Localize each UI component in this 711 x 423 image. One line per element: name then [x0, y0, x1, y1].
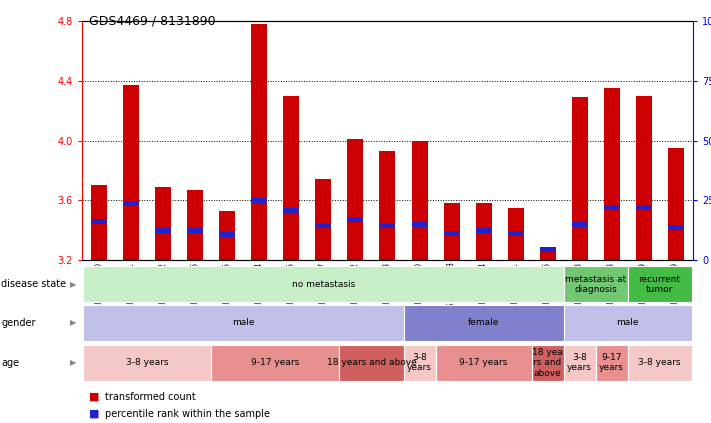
Bar [604, 88, 619, 260]
Text: metastasis at
diagnosis: metastasis at diagnosis [565, 275, 626, 294]
Bar [92, 219, 107, 224]
Bar [156, 228, 171, 233]
Bar [508, 208, 523, 260]
Bar [668, 225, 683, 230]
Text: male: male [616, 318, 639, 327]
Bar [348, 139, 363, 260]
Bar [636, 205, 651, 211]
Bar [636, 96, 651, 260]
Bar [220, 211, 235, 260]
Text: no metastasis: no metastasis [292, 280, 355, 289]
Bar [188, 228, 203, 233]
Text: female: female [468, 318, 499, 327]
Text: 3-8 years: 3-8 years [638, 358, 681, 367]
Bar [444, 203, 459, 260]
Bar [412, 222, 427, 227]
Text: 9-17 years: 9-17 years [459, 358, 508, 367]
Bar [380, 151, 395, 260]
Text: ▶: ▶ [70, 358, 77, 367]
Bar [572, 222, 587, 227]
Text: age: age [1, 358, 19, 368]
Text: ■: ■ [89, 409, 100, 419]
Text: 9-17
years: 9-17 years [599, 353, 624, 372]
Text: ■: ■ [89, 392, 100, 402]
Bar [412, 141, 427, 260]
Bar [284, 96, 299, 260]
Bar [348, 217, 363, 222]
Text: GDS4469 / 8131890: GDS4469 / 8131890 [89, 15, 215, 28]
Text: 3-8
years: 3-8 years [567, 353, 592, 372]
Text: ▶: ▶ [70, 280, 77, 289]
Text: percentile rank within the sample: percentile rank within the sample [105, 409, 269, 419]
Bar [604, 205, 619, 211]
Text: 3-8 years: 3-8 years [126, 358, 169, 367]
Text: 18 years and above: 18 years and above [326, 358, 417, 367]
Bar [156, 187, 171, 260]
Text: 3-8
years: 3-8 years [407, 353, 432, 372]
Bar [252, 198, 267, 203]
Bar [220, 232, 235, 237]
Bar [316, 179, 331, 260]
Bar [540, 250, 555, 260]
Bar [252, 24, 267, 260]
Text: gender: gender [1, 318, 36, 327]
Bar [124, 201, 139, 206]
Text: 9-17 years: 9-17 years [251, 358, 299, 367]
Bar [508, 231, 523, 236]
Bar [188, 190, 203, 260]
Bar [572, 97, 587, 260]
Bar [316, 223, 331, 228]
Text: disease state: disease state [1, 280, 67, 289]
Text: 18 yea
rs and
above: 18 yea rs and above [532, 348, 563, 378]
Bar [476, 203, 491, 260]
Bar [444, 231, 459, 236]
Bar [284, 208, 299, 214]
Bar [92, 185, 107, 260]
Bar [476, 228, 491, 233]
Text: male: male [232, 318, 255, 327]
Text: transformed count: transformed count [105, 392, 196, 402]
Bar [124, 85, 139, 260]
Text: ▶: ▶ [70, 318, 77, 327]
Bar [540, 247, 555, 252]
Bar [668, 148, 683, 260]
Text: recurrent
tumor: recurrent tumor [638, 275, 680, 294]
Bar [380, 223, 395, 228]
